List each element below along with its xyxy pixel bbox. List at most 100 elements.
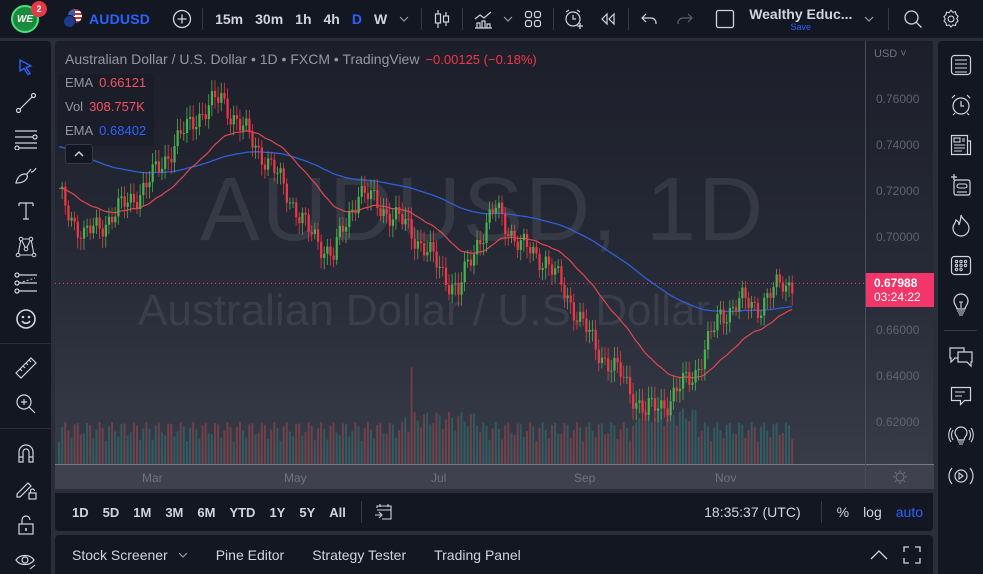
indicator-label: Vol [65, 99, 84, 114]
emoji-tool[interactable] [0, 301, 51, 337]
divider [0, 428, 51, 429]
range-6m[interactable]: 6M [197, 504, 216, 520]
brush-tool[interactable] [0, 157, 51, 193]
calendar-button[interactable] [938, 245, 983, 285]
tab-pine-editor[interactable]: Pine Editor [215, 546, 285, 563]
time-axis[interactable]: Mar May Jul Sep Nov [55, 464, 865, 489]
stay-in-drawing-mode-tool[interactable] [0, 471, 51, 507]
volume-bars [58, 366, 794, 464]
price-label: 0.62000 [876, 415, 920, 429]
timeframe-d[interactable]: D [351, 11, 362, 27]
expand-panel-button[interactable] [869, 549, 889, 561]
news-button[interactable] [938, 125, 983, 165]
range-ytd[interactable]: YTD [229, 504, 256, 520]
percent-scale-toggle[interactable]: % [836, 504, 850, 520]
candlestick-chart[interactable] [55, 41, 865, 464]
chart-type-button[interactable] [428, 0, 456, 38]
layout-name-button[interactable]: Wealthy Educ... Save [749, 7, 852, 32]
create-alert-button[interactable] [560, 0, 588, 38]
magnet-mode-tool[interactable] [0, 435, 51, 471]
unlock-icon [17, 515, 34, 535]
measure-tool[interactable] [0, 350, 51, 386]
chats-button[interactable] [938, 336, 983, 376]
chevron-down-icon [503, 16, 513, 22]
redo-icon [677, 13, 694, 24]
redo-button[interactable] [671, 0, 699, 38]
range-3m[interactable]: 3M [165, 504, 184, 520]
compare-add-symbol-button[interactable] [168, 0, 196, 38]
cursor-tool[interactable] [0, 49, 51, 85]
currency-selector[interactable]: USD ˅ [874, 48, 907, 60]
zoom-in-tool[interactable] [0, 386, 51, 422]
indicator-label: EMA [65, 75, 94, 90]
lock-drawings-tool[interactable] [0, 507, 51, 543]
log-scale-toggle[interactable]: log [863, 504, 882, 520]
layout-templates-button[interactable] [519, 0, 547, 38]
range-5y[interactable]: 5Y [299, 504, 316, 520]
range-5d[interactable]: 5D [102, 504, 120, 520]
search-icon [904, 10, 923, 28]
lightbulb-icon [952, 293, 969, 316]
timeframe-1h[interactable]: 1h [295, 11, 312, 27]
tab-stock-screener[interactable]: Stock Screener [58, 547, 202, 563]
forecasting-tool[interactable] [0, 265, 51, 301]
indicator-ema-fast[interactable]: EMA 0.66121 [65, 75, 146, 90]
forecast-lines-icon [13, 272, 37, 294]
layout-save-status[interactable]: Save [790, 21, 812, 32]
go-to-date-button[interactable] [370, 503, 398, 521]
auto-scale-toggle[interactable]: auto [895, 504, 923, 520]
timeframe-4h[interactable]: 4h [323, 11, 340, 27]
settings-button[interactable] [937, 0, 965, 38]
undo-button[interactable] [635, 0, 663, 38]
chart-pane[interactable]: AUDUSD, 1D Australian Dollar / U.S. Doll… [55, 41, 865, 489]
watchlist-button[interactable] [938, 45, 983, 85]
calendar-icon [950, 255, 971, 276]
range-all[interactable]: All [329, 504, 346, 520]
indicator-label: EMA [65, 123, 94, 138]
layout-dropdown-button[interactable] [856, 0, 882, 38]
replay-button[interactable] [594, 0, 622, 38]
hide-drawings-tool[interactable] [0, 543, 51, 574]
range-1d[interactable]: 1D [72, 504, 89, 520]
name-watermark: Australian Dollar / U.S. Dollar [138, 286, 711, 335]
tab-label: Stock Screener [72, 546, 168, 563]
alarm-plus-icon [565, 9, 584, 29]
chevron-down-icon [864, 16, 874, 22]
indicators-button[interactable] [469, 0, 497, 38]
symbol-search-button[interactable]: AUDUSD [89, 11, 151, 27]
timeframe-dropdown-button[interactable] [393, 0, 415, 38]
indicator-ema-slow[interactable]: EMA 0.68402 [65, 123, 146, 138]
hotlists-button[interactable] [938, 205, 983, 245]
text-tool[interactable] [0, 193, 51, 229]
tab-trading-panel[interactable]: Trading Panel [434, 546, 521, 563]
tab-strategy-tester[interactable]: Strategy Tester [312, 546, 407, 563]
range-1m[interactable]: 1M [133, 504, 152, 520]
ideas-button[interactable] [938, 285, 983, 325]
maximize-panel-button[interactable] [903, 545, 921, 564]
price-label: 0.74000 [876, 138, 920, 152]
timeframe-w[interactable]: W [373, 11, 388, 27]
alerts-button[interactable] [938, 85, 983, 125]
timeframe-15m[interactable]: 15m [215, 11, 244, 27]
patterns-tool[interactable] [0, 229, 51, 265]
time-label: Nov [715, 471, 737, 485]
user-avatar[interactable]: WE 2 [11, 1, 47, 33]
data-window-button[interactable] [938, 165, 983, 205]
range-1y[interactable]: 1Y [269, 504, 286, 520]
streams-button[interactable] [938, 456, 983, 496]
utc-clock[interactable]: 18:35:37 (UTC) [704, 504, 801, 520]
search-button[interactable] [899, 0, 927, 38]
collapse-legend-button[interactable] [65, 144, 93, 164]
scale-settings-button[interactable] [866, 464, 934, 489]
select-layout-checkbox[interactable] [711, 0, 739, 38]
square-icon [716, 9, 735, 29]
ideas-stream-button[interactable] [938, 416, 983, 456]
fib-retracement-tool[interactable] [0, 121, 51, 157]
indicator-volume[interactable]: Vol 308.757K [65, 99, 145, 114]
public-chat-button[interactable] [938, 376, 983, 416]
time-label: May [284, 471, 307, 485]
price-scale[interactable]: USD ˅ 0.76000 0.74000 0.72000 0.70000 0.… [865, 41, 934, 489]
indicators-dropdown-button[interactable] [497, 0, 519, 38]
trend-line-tool[interactable] [0, 85, 51, 121]
timeframe-30m[interactable]: 30m [255, 11, 284, 27]
